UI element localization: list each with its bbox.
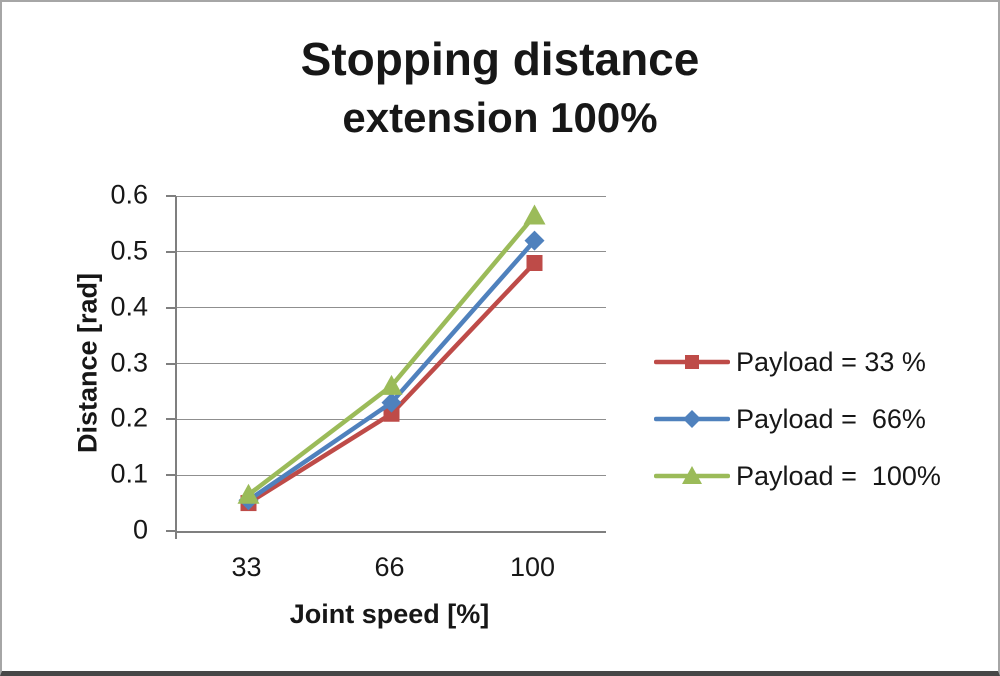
x-axis-tick-label: 100	[509, 552, 556, 582]
y-axis-tick-label: 0.2	[110, 402, 148, 433]
y-axis-tick-label: 0.5	[110, 235, 148, 266]
data-series-layer	[237, 204, 546, 512]
gridline	[177, 474, 606, 476]
chart-title-line2: extension 100%	[342, 94, 658, 141]
gridline	[177, 363, 606, 364]
triangle-marker-icon	[380, 374, 403, 395]
chart-title-line1: Stopping distance	[300, 33, 700, 85]
legend-label: Payload = 33 %	[736, 346, 926, 377]
legend-item: Payload = 66%	[654, 399, 984, 439]
gridline	[177, 196, 606, 197]
triangle-marker-icon	[523, 204, 546, 225]
legend-marker-square-icon	[654, 355, 730, 369]
diamond-marker-icon	[524, 230, 545, 251]
square-marker-icon	[383, 405, 400, 422]
square-marker-icon	[685, 355, 699, 369]
legend-label: Payload = 100%	[736, 460, 941, 491]
square-marker-icon	[526, 255, 543, 271]
x-axis-tick-mark	[175, 533, 177, 539]
x-axis-title: Joint speed [%]	[289, 599, 490, 629]
legend-item: Payload = 33 %	[654, 342, 984, 382]
legend-label: Payload = 66%	[736, 403, 926, 434]
series-line	[247, 214, 537, 497]
y-axis-tick-mark	[166, 418, 176, 421]
legend-item: Payload = 100%	[654, 456, 984, 496]
triangle-marker-icon	[237, 483, 260, 504]
y-axis-tick-mark	[166, 362, 176, 365]
legend-marker-diamond-icon	[654, 410, 730, 428]
y-axis-tick-mark	[166, 530, 176, 532]
x-axis-tick-label: 66	[374, 552, 405, 582]
y-axis-tick-label: 0.3	[110, 346, 148, 377]
y-axis-tick-label: 0.1	[110, 458, 148, 489]
y-axis-tick-mark	[166, 306, 176, 309]
y-axis-tick-mark	[166, 195, 176, 197]
triangle-marker-icon	[682, 466, 702, 484]
x-axis-tick-label: 33	[231, 552, 262, 582]
y-axis-tick-mark	[166, 250, 176, 253]
gridline	[177, 251, 606, 253]
plot-area	[175, 196, 606, 533]
legend: Payload = 33 % Payload = 66% Payload = 1…	[654, 342, 984, 513]
y-axis-tick-label: 0.6	[110, 179, 148, 210]
y-axis-tick-mark	[166, 474, 176, 477]
y-axis-tick-label: 0.4	[110, 291, 148, 322]
diamond-marker-icon	[381, 392, 402, 413]
y-axis-tick-label: 0	[132, 514, 148, 545]
diamond-marker-icon	[683, 410, 701, 428]
gridline	[177, 307, 606, 309]
legend-marker-triangle-icon	[654, 466, 730, 484]
